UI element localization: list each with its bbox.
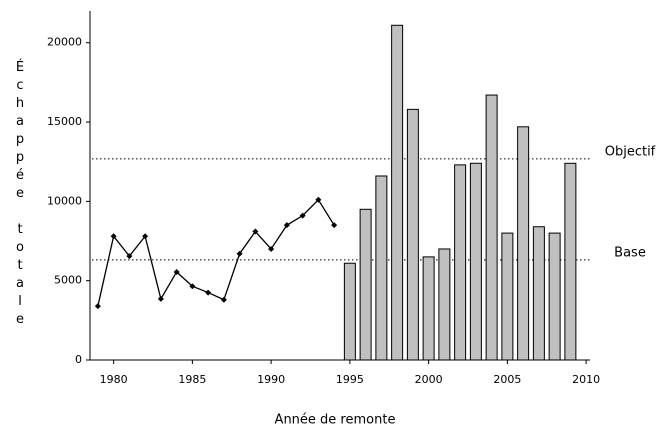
x-axis-label: Année de remonte <box>275 413 396 428</box>
y-tick-label: 20000 <box>47 36 82 49</box>
x-tick-label: 1985 <box>178 373 206 386</box>
bar <box>406 108 419 361</box>
bar <box>391 24 404 361</box>
marker <box>142 233 149 240</box>
marker <box>94 303 101 310</box>
x-tick-label: 2010 <box>572 373 600 386</box>
marker <box>283 222 290 229</box>
bar <box>438 248 451 361</box>
bar <box>422 256 435 361</box>
marker <box>299 212 306 219</box>
marker <box>157 295 164 302</box>
bar <box>469 162 482 361</box>
marker <box>126 253 133 260</box>
marker <box>331 222 338 229</box>
bar <box>375 175 388 361</box>
bar <box>343 262 356 361</box>
marker <box>205 289 212 296</box>
x-tick-label: 2005 <box>493 373 521 386</box>
x-tick-label: 1990 <box>257 373 285 386</box>
marker <box>236 250 243 257</box>
marker <box>252 228 259 235</box>
reference-label: Objectif <box>605 144 656 159</box>
y-tick-label: 0 <box>75 353 82 366</box>
x-tick-label: 2000 <box>415 373 443 386</box>
bar <box>532 226 545 361</box>
y-tick-label: 15000 <box>47 115 82 128</box>
line <box>97 198 335 307</box>
y-tick-label: 5000 <box>54 274 82 287</box>
bar <box>454 164 467 361</box>
marker <box>173 268 180 275</box>
bar <box>485 94 498 361</box>
marker <box>110 233 117 240</box>
bar <box>359 208 372 361</box>
x-tick-label: 1995 <box>336 373 364 386</box>
y-axis-label: Échappée totale <box>13 59 28 330</box>
marker <box>315 196 322 203</box>
bar <box>517 126 530 361</box>
x-tick-label: 1980 <box>100 373 128 386</box>
bar <box>564 162 577 361</box>
marker <box>189 283 196 290</box>
marker <box>268 245 275 252</box>
bar <box>548 232 561 361</box>
y-tick-label: 10000 <box>47 194 82 207</box>
marker <box>220 296 227 303</box>
reference-label: Base <box>614 245 646 260</box>
bar <box>501 232 514 361</box>
